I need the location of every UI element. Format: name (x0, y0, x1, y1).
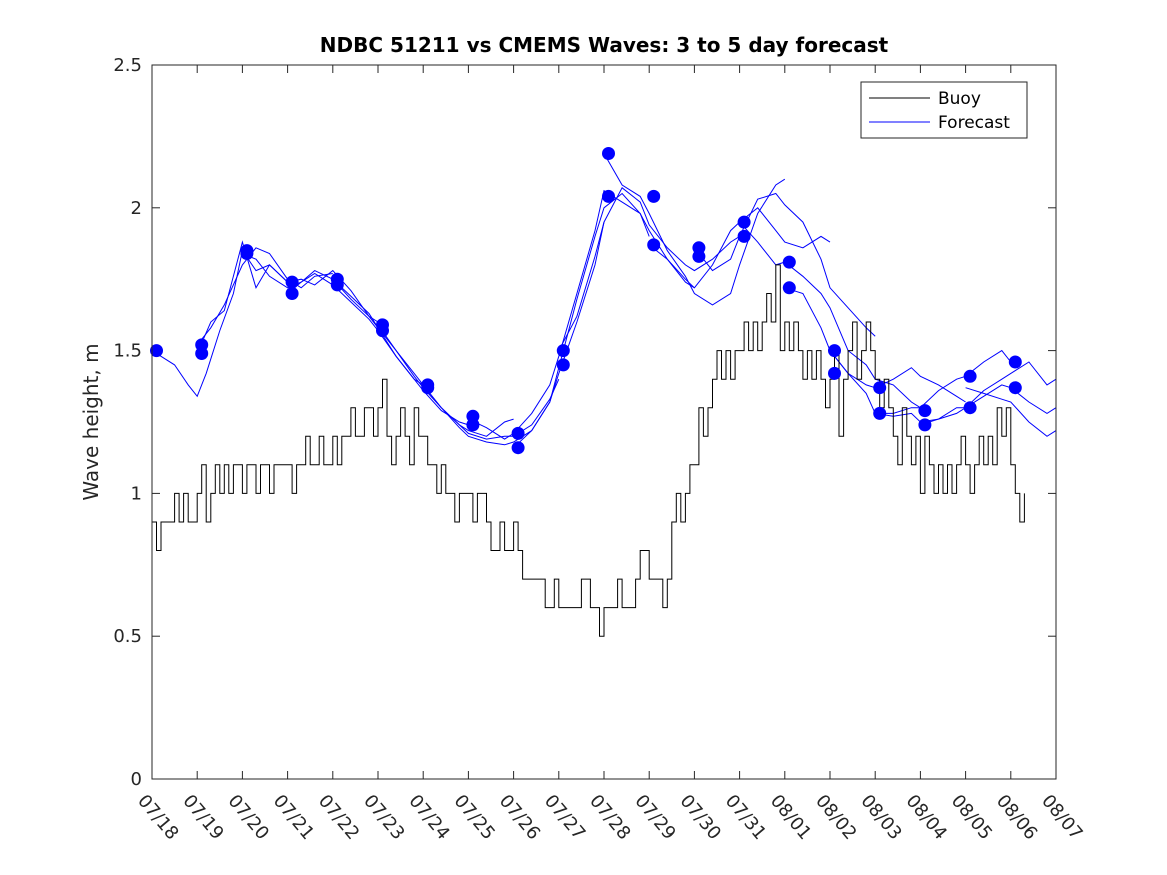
forecast-marker (963, 369, 977, 383)
forecast-marker (873, 406, 887, 420)
legend-forecast-label: Forecast (938, 113, 1010, 133)
forecast-marker (240, 244, 254, 258)
forecast-marker (556, 344, 570, 358)
y-tick-label: 2.5 (113, 55, 142, 76)
forecast-line (558, 187, 740, 351)
forecast-line (422, 221, 605, 446)
forecast-marker (918, 404, 932, 418)
forecast-marker (285, 275, 299, 289)
y-axis-label: Wave height, m (79, 343, 103, 500)
forecast-marker (873, 381, 887, 395)
buoy-series (152, 264, 1025, 637)
forecast-marker (647, 189, 661, 203)
forecast-marker (195, 338, 209, 352)
legend-box (860, 81, 1028, 139)
forecast-marker (828, 344, 841, 358)
forecast-line (468, 189, 650, 440)
forecast-marker (511, 426, 525, 440)
y-tick-label: 1.5 (113, 341, 142, 362)
forecast-line (965, 387, 1057, 437)
y-tick-label: 2 (131, 198, 142, 219)
forecast-marker (602, 147, 615, 160)
plot-frame (151, 64, 1057, 780)
forecast-line (377, 324, 560, 440)
forecast-marker (1008, 381, 1022, 395)
forecast-marker (150, 344, 163, 358)
forecast-marker (692, 241, 706, 255)
forecast-marker (737, 215, 751, 229)
forecast-marker (285, 287, 299, 300)
forecast-marker (376, 318, 389, 332)
forecast-line (151, 249, 288, 398)
buoy-line (152, 264, 1025, 637)
forecast-marker (918, 418, 932, 432)
forecast-marker (602, 189, 615, 203)
forecast-marker (782, 255, 796, 269)
forecast-marker (330, 272, 344, 286)
y-tick-label: 1 (131, 483, 142, 504)
forecast-line (920, 361, 1057, 426)
forecast-marker (1008, 355, 1022, 369)
forecast-markers (150, 147, 1022, 455)
legend: Buoy Forecast (860, 81, 1028, 139)
forecast-line (603, 153, 786, 306)
forecast-marker (421, 378, 435, 392)
forecast-marker (737, 229, 751, 243)
forecast-marker (828, 366, 841, 380)
forecast-marker (466, 409, 480, 423)
forecast-marker (782, 281, 796, 295)
forecast-marker (963, 401, 977, 415)
legend-buoy-label: Buoy (938, 89, 981, 109)
plot-area (152, 65, 1056, 779)
forecast-marker (556, 358, 570, 372)
chart-title: NDBC 51211 vs CMEMS Waves: 3 to 5 day fo… (320, 33, 889, 57)
y-tick-label: 0.5 (113, 626, 142, 647)
forecast-marker (511, 441, 525, 455)
forecast-marker (647, 238, 661, 252)
forecast-line (694, 192, 876, 337)
y-tick-label: 0 (131, 769, 142, 790)
